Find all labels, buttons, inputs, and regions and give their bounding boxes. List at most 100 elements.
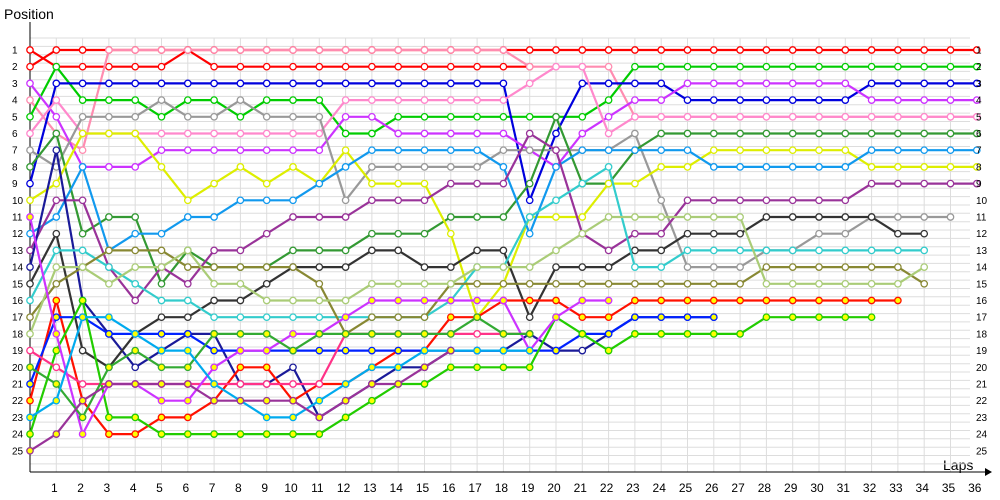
data-point (815, 213, 823, 221)
data-point (683, 96, 692, 104)
data-point (867, 263, 876, 271)
series-2 (26, 46, 534, 71)
data-point (499, 279, 508, 288)
data-point (315, 129, 324, 138)
data-point (341, 146, 350, 155)
data-point (473, 363, 481, 372)
data-point (920, 79, 929, 88)
data-point (657, 163, 666, 171)
x-tick-label: 20 (547, 481, 561, 495)
data-point (183, 330, 192, 338)
x-tick-label: 16 (442, 481, 456, 495)
data-point (420, 163, 429, 171)
data-point (341, 413, 350, 422)
data-point (368, 163, 376, 171)
y-tick-label-right: 18 (976, 329, 988, 340)
data-point (52, 296, 61, 305)
data-point (52, 129, 61, 138)
data-point (289, 313, 297, 322)
y-tick-label-left: 11 (12, 213, 23, 224)
data-point (578, 279, 587, 288)
data-point (26, 163, 34, 171)
data-point (552, 46, 560, 54)
data-point (499, 179, 508, 188)
y-tick-label-right: 23 (976, 413, 988, 424)
data-point (210, 179, 218, 188)
data-point (894, 112, 902, 121)
data-point (894, 129, 902, 138)
data-point (78, 79, 87, 88)
data-point (105, 313, 113, 322)
data-point (709, 79, 718, 88)
data-point (578, 62, 587, 71)
data-point (894, 79, 902, 88)
data-point (262, 396, 271, 405)
data-point (394, 96, 403, 104)
data-point (736, 62, 744, 71)
data-point (762, 112, 771, 121)
data-point (604, 62, 613, 71)
data-point (841, 213, 850, 221)
data-point (552, 313, 560, 322)
data-point (368, 146, 376, 155)
x-tick-label: 8 (235, 481, 242, 495)
data-point (499, 46, 508, 54)
x-tick-label: 2 (77, 481, 84, 495)
data-point (210, 146, 218, 155)
data-point (26, 196, 34, 205)
data-point (289, 413, 297, 422)
data-point (709, 46, 718, 54)
data-point (446, 346, 455, 355)
y-tick-label-right: 7 (976, 146, 982, 157)
data-point (815, 279, 823, 288)
data-point (709, 330, 718, 338)
data-point (972, 163, 981, 171)
data-point (262, 363, 271, 372)
data-point (236, 196, 245, 205)
data-point (552, 163, 560, 171)
data-point (262, 129, 271, 138)
data-point (26, 380, 34, 388)
data-point (131, 296, 140, 305)
data-point (446, 163, 455, 171)
data-point (420, 179, 429, 188)
series-line (28, 299, 898, 436)
data-point (183, 96, 192, 104)
data-point (341, 112, 350, 121)
data-point (157, 430, 166, 438)
data-point (210, 79, 218, 88)
data-point (289, 196, 297, 205)
y-tick-label-left: 3 (12, 79, 18, 90)
data-point (210, 380, 218, 388)
data-point (946, 129, 955, 138)
data-point (578, 46, 587, 54)
data-point (762, 279, 771, 288)
series-12 (26, 129, 981, 305)
data-point (26, 96, 34, 104)
data-point (315, 380, 324, 388)
data-point (683, 313, 692, 322)
data-point (262, 196, 271, 205)
data-point (420, 263, 429, 271)
data-point (552, 279, 560, 288)
data-point (578, 346, 587, 355)
data-point (420, 380, 429, 388)
data-point (972, 146, 981, 155)
data-point (920, 146, 929, 155)
grid (29, 37, 970, 472)
data-point (762, 296, 771, 305)
data-point (236, 380, 245, 388)
y-tick-label-right: 21 (976, 380, 988, 391)
data-point (657, 79, 666, 88)
data-point (236, 246, 245, 255)
data-point (289, 263, 297, 271)
data-point (552, 263, 560, 271)
data-point (920, 163, 929, 171)
data-point (841, 46, 850, 54)
data-point (525, 179, 534, 188)
data-point (157, 330, 166, 338)
data-point (26, 146, 34, 155)
data-point (578, 179, 587, 188)
data-point (446, 62, 455, 71)
data-point (552, 112, 560, 121)
